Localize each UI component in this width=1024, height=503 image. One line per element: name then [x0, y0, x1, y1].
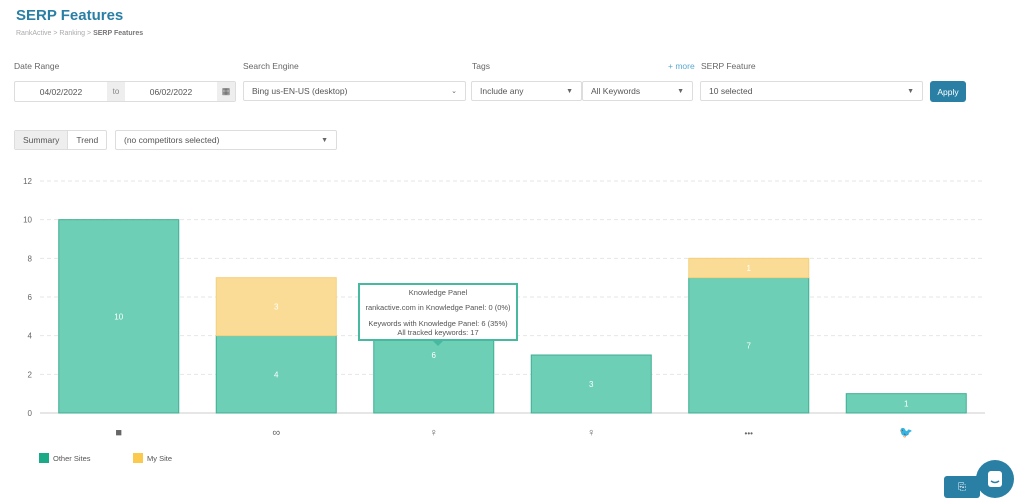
serp-feature-value: 10 selected — [709, 86, 753, 96]
tags-value: All Keywords — [591, 86, 641, 96]
search-engine-select[interactable]: Bing us-EN-US (desktop) ⌄ — [243, 81, 466, 101]
caret-down-icon: ▼ — [321, 136, 328, 144]
knowledge-panel-icon: ♀ — [430, 427, 438, 439]
link-icon: ∞ — [272, 427, 280, 439]
bar-data-label: 10 — [114, 312, 123, 321]
bar-my-site — [688, 257, 810, 279]
tags-label: Tags — [472, 61, 490, 71]
legend-swatch — [39, 453, 49, 463]
tab-trend[interactable]: Trend — [76, 135, 99, 145]
date-from-input[interactable]: 04/02/2022 — [39, 86, 83, 97]
bar-data-label: 3 — [274, 303, 279, 312]
more-icon: ••• — [745, 429, 754, 438]
date-range: 04/02/2022 to 06/02/2022 ▦ — [14, 81, 236, 102]
date-range-label: Date Range — [14, 61, 60, 71]
tooltip-line: rankactive.com in Knowledge Panel: 0 (0%… — [365, 303, 511, 313]
calendar-icon[interactable]: ▦ — [217, 82, 235, 101]
tags-mode-value: Include any — [480, 86, 524, 96]
bar-my-site — [215, 277, 337, 337]
featured-snippet-icon: ♀ — [587, 427, 595, 439]
breadcrumb-rankactive[interactable]: RankActive — [16, 30, 52, 37]
bar-data-label: 4 — [274, 370, 279, 379]
serp-feature-label: SERP Feature — [701, 61, 756, 71]
export-excel-button[interactable]: ⎘ — [944, 476, 980, 498]
search-engine-label: Search Engine — [243, 61, 299, 71]
legend-label: Other Sites — [53, 453, 91, 463]
caret-down-icon: ▼ — [677, 87, 684, 95]
chat-icon — [988, 471, 1002, 487]
bar-data-label: 6 — [432, 351, 437, 360]
caret-down-icon: ▼ — [907, 87, 914, 95]
page-title: SERP Features — [16, 7, 124, 24]
date-to-input[interactable]: 06/02/2022 — [149, 86, 193, 97]
chevron-down-icon: ⌄ — [451, 88, 457, 95]
tags-select[interactable]: All Keywords ▼ — [582, 81, 693, 101]
breadcrumb-ranking[interactable]: Ranking — [59, 30, 86, 37]
chat-button[interactable] — [976, 460, 1014, 498]
legend-label: My Site — [147, 453, 173, 463]
more-link[interactable]: + more — [668, 61, 695, 71]
breadcrumb-current: SERP Features — [93, 30, 144, 37]
serp-feature-select[interactable]: 10 selected ▼ — [700, 81, 923, 101]
tooltip-line: All tracked keywords: 17 — [397, 328, 479, 338]
bar-data-label: 1 — [747, 264, 752, 273]
y-tick-label: 4 — [28, 332, 33, 341]
apply-button[interactable]: Apply — [930, 81, 966, 102]
competitors-value: (no competitors selected) — [124, 135, 220, 145]
tags-mode-select[interactable]: Include any ▼ — [471, 81, 582, 101]
y-tick-label: 12 — [23, 177, 32, 186]
bar-data-label: 3 — [589, 380, 594, 389]
bar-other-sites — [215, 335, 337, 414]
bar-other-sites — [845, 393, 967, 414]
legend-swatch — [133, 453, 143, 463]
y-tick-label: 6 — [28, 293, 33, 302]
search-engine-value: Bing us-EN-US (desktop) — [252, 86, 348, 96]
bar-other-sites — [530, 354, 652, 414]
competitors-select[interactable]: (no competitors selected) ▼ — [115, 130, 337, 150]
y-tick-label: 8 — [28, 254, 33, 263]
breadcrumb: RankActive > Ranking > SERP Features — [16, 30, 144, 37]
caret-down-icon: ▼ — [566, 87, 573, 95]
legend-other-sites[interactable]: Other Sites — [39, 453, 91, 463]
legend-my-site[interactable]: My Site — [133, 453, 172, 463]
bar-data-label: 1 — [904, 399, 909, 408]
to-label: to — [107, 82, 125, 101]
excel-icon: ⎘ — [958, 481, 966, 493]
video-icon: ■ — [115, 427, 122, 439]
tooltip-line: Keywords with Knowledge Panel: 6 (35%) — [368, 318, 508, 328]
y-tick-label: 2 — [28, 370, 33, 379]
view-toggle: Summary Trend — [14, 130, 108, 150]
y-tick-label: 0 — [28, 409, 33, 418]
bar-data-label: 7 — [747, 341, 752, 350]
y-tick-label: 10 — [23, 216, 32, 225]
twitter-icon: 🐦 — [899, 427, 913, 439]
bar-other-sites — [58, 219, 180, 414]
tab-summary[interactable]: Summary — [15, 131, 69, 149]
tooltip-title: Knowledge Panel — [408, 288, 468, 297]
chart-tooltip: Knowledge Panel rankactive.com in Knowle… — [358, 283, 518, 346]
